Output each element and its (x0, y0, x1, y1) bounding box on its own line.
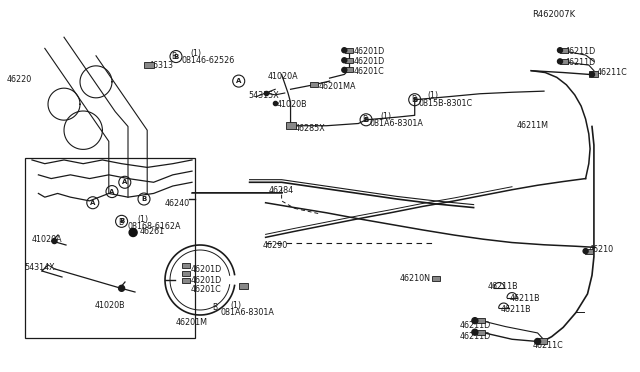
Text: 46211D: 46211D (564, 47, 596, 56)
Circle shape (589, 72, 595, 77)
Text: B: B (172, 52, 177, 61)
Bar (144, 62, 154, 68)
Bar (432, 276, 440, 281)
Bar (561, 59, 568, 64)
Circle shape (52, 238, 57, 244)
Bar (345, 67, 353, 73)
Text: B: B (141, 196, 147, 202)
Circle shape (534, 339, 541, 344)
Text: 41020B: 41020B (95, 301, 125, 310)
Text: 46201D: 46201D (191, 265, 222, 274)
Text: B: B (119, 218, 124, 224)
Text: (1): (1) (381, 112, 392, 121)
Text: 46290: 46290 (262, 241, 287, 250)
Text: 46201D: 46201D (353, 57, 385, 66)
Text: (1): (1) (428, 92, 438, 100)
Bar (589, 71, 598, 77)
Bar (25, 158, 195, 338)
Circle shape (342, 58, 347, 63)
Circle shape (342, 67, 347, 73)
Bar (345, 48, 353, 53)
Circle shape (557, 59, 563, 64)
Text: 54314X: 54314X (24, 263, 55, 272)
Text: 46211B: 46211B (500, 305, 531, 314)
Circle shape (342, 48, 347, 53)
Text: 46313: 46313 (148, 61, 173, 70)
Text: 41020A: 41020A (32, 235, 63, 244)
Text: (1): (1) (230, 301, 241, 310)
Text: 081A6-8301A: 081A6-8301A (370, 119, 424, 128)
Text: 46201C: 46201C (353, 67, 384, 76)
Circle shape (472, 318, 478, 324)
Text: B: B (212, 303, 217, 312)
Text: 46201MA: 46201MA (319, 82, 356, 91)
Text: B: B (118, 218, 123, 227)
Bar (239, 283, 248, 289)
Text: 46210: 46210 (589, 246, 614, 254)
Text: R462007K: R462007K (532, 10, 575, 19)
Text: 08168-6162A: 08168-6162A (128, 222, 182, 231)
Text: 46201D: 46201D (353, 47, 385, 56)
Text: 081A6-8301A: 081A6-8301A (221, 308, 275, 317)
Text: B: B (412, 97, 417, 103)
Text: 46211D: 46211D (460, 321, 491, 330)
Text: 41020A: 41020A (268, 72, 298, 81)
Text: 46284: 46284 (269, 186, 294, 195)
Circle shape (118, 285, 125, 291)
Text: 46220: 46220 (6, 76, 31, 84)
Text: 46211D: 46211D (460, 332, 491, 341)
Text: B: B (364, 117, 369, 123)
Text: A: A (109, 189, 115, 195)
Bar (182, 263, 189, 269)
Text: 46211B: 46211B (488, 282, 518, 291)
Text: 46240: 46240 (165, 199, 190, 208)
Bar (561, 48, 568, 53)
Text: (1): (1) (191, 49, 202, 58)
Text: 46201C: 46201C (191, 285, 221, 294)
Bar (477, 318, 485, 323)
Bar (310, 82, 317, 87)
Text: B: B (173, 54, 179, 60)
Text: 46211M: 46211M (517, 121, 549, 130)
Bar (285, 122, 296, 129)
Text: 41020B: 41020B (276, 100, 307, 109)
Text: A: A (236, 78, 241, 84)
Bar (182, 278, 189, 283)
Bar (477, 330, 485, 335)
Bar (538, 339, 547, 344)
Text: A: A (90, 200, 95, 206)
Text: 46201D: 46201D (191, 276, 222, 285)
Text: 0815B-8301C: 0815B-8301C (419, 99, 473, 108)
Bar (182, 271, 189, 276)
Text: (1): (1) (138, 215, 148, 224)
Text: 46211C: 46211C (596, 68, 627, 77)
Text: 46210N: 46210N (400, 274, 431, 283)
Text: 46285X: 46285X (294, 124, 325, 133)
Text: 54315X: 54315X (248, 91, 279, 100)
Text: A: A (122, 179, 127, 185)
Circle shape (583, 248, 588, 254)
Text: 46211D: 46211D (564, 58, 596, 67)
Bar (585, 248, 593, 254)
Text: 08146-62526: 08146-62526 (181, 56, 234, 65)
Circle shape (129, 228, 137, 237)
Text: 46211B: 46211B (509, 294, 540, 303)
Text: 46211C: 46211C (532, 341, 563, 350)
Bar (345, 58, 353, 63)
Circle shape (472, 329, 478, 335)
Text: 46201M: 46201M (176, 318, 208, 327)
Text: B: B (362, 115, 367, 124)
Circle shape (557, 48, 563, 53)
Text: 46261: 46261 (140, 227, 164, 236)
Text: B: B (411, 95, 416, 104)
